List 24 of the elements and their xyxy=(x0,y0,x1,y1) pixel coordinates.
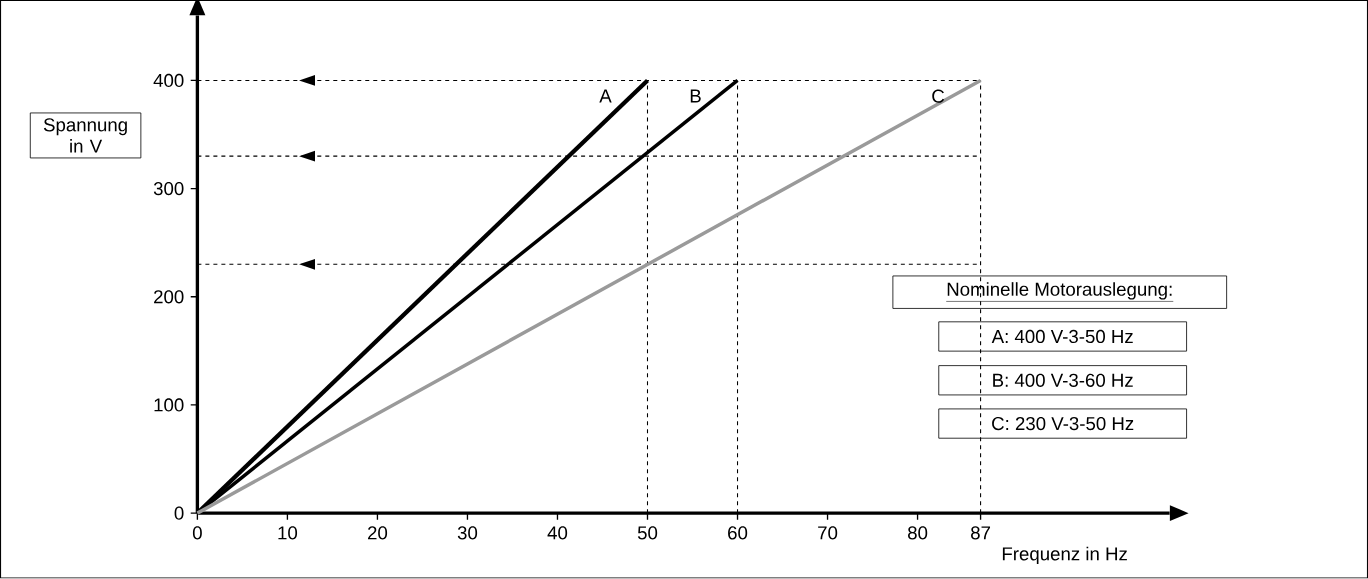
x-axis-title: Frequenz in Hz xyxy=(1002,546,1127,565)
y-tick-label: 100 xyxy=(154,398,184,412)
x-tick-label: 80 xyxy=(908,526,928,540)
x-tick-label: 30 xyxy=(457,526,478,540)
x-tick-label: 20 xyxy=(368,526,388,540)
y-tick-label: 200 xyxy=(154,290,184,304)
x-tick-label: 40 xyxy=(547,526,568,540)
annotation: Nominelle Motorauslegung: xyxy=(947,282,1172,300)
x-tick-label: 50 xyxy=(637,526,658,540)
annotation: A: 400 V-3-50 Hz xyxy=(991,330,1133,344)
y-axis-title: Spannung in V xyxy=(43,118,127,153)
x-tick-label: 87 xyxy=(971,526,991,540)
y-tick-label: 300 xyxy=(153,182,184,196)
x-tick-label: 70 xyxy=(818,526,838,540)
annotation: B: 400 V-3-60 Hz xyxy=(993,373,1133,388)
x-tick-label: 60 xyxy=(728,526,748,540)
annotation: C: 230 V-3-50 Hz xyxy=(992,417,1134,431)
y-tick-label: 0 xyxy=(174,506,184,520)
x-tick-label: 0 xyxy=(192,526,202,540)
x-tick-label: 10 xyxy=(278,526,298,540)
y-tick-label: 400 xyxy=(153,74,184,88)
series-label: C xyxy=(932,89,945,103)
series-label: A xyxy=(599,89,612,103)
series-label: B xyxy=(690,89,701,103)
